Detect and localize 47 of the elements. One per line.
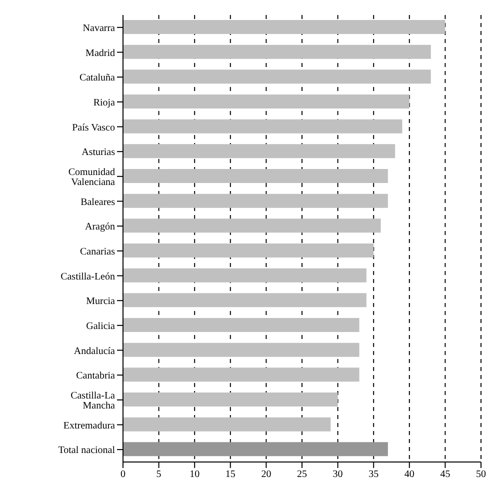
y-tick-label: País Vasco: [72, 122, 115, 134]
bar: [123, 417, 331, 432]
bar: [123, 318, 360, 332]
bar: [123, 244, 374, 258]
y-tick-label: Navarra: [82, 22, 116, 34]
bar: [123, 293, 366, 308]
bar: [123, 169, 388, 183]
x-tick-label: 35: [368, 469, 379, 480]
bar: [123, 94, 410, 108]
x-tick-label: 10: [190, 469, 200, 480]
y-tick-label: Extremadura: [63, 420, 116, 432]
bar: [123, 119, 402, 134]
x-tick-label: 40: [404, 469, 414, 480]
y-tick-label: Baleares: [80, 196, 116, 208]
bar: [123, 368, 360, 382]
bar: [123, 144, 396, 158]
bar: [123, 20, 446, 34]
bar: [123, 218, 381, 233]
y-tick-label: Canarias: [80, 246, 116, 258]
y-tick-label: Cantabria: [76, 370, 116, 382]
bar: [123, 342, 360, 357]
x-tick-label: 20: [261, 469, 272, 480]
bar: [123, 44, 431, 59]
y-tick-label: Cataluña: [79, 72, 116, 84]
y-tick-label: Galicia: [86, 320, 116, 332]
bar: [123, 268, 366, 282]
x-tick-label: 15: [225, 469, 236, 480]
y-tick-label: Asturias: [82, 147, 116, 158]
y-tick-label: Aragón: [85, 222, 115, 233]
y-tick-label: Andalucía: [74, 346, 116, 357]
y-tick-label: Rioja: [93, 97, 116, 108]
x-tick-label: 30: [332, 469, 343, 480]
y-tick-label: Total nacional: [58, 445, 116, 456]
y-tick-label: Comunidad Valenciana: [68, 166, 116, 188]
bar: [123, 70, 431, 84]
x-tick-label: 25: [297, 469, 307, 480]
bar: [123, 194, 388, 208]
y-tick-label: Madrid: [86, 48, 115, 59]
y-tick-label: Murcia: [86, 296, 116, 308]
bar: [123, 392, 338, 406]
x-tick-label: 5: [156, 469, 162, 480]
bar: [123, 442, 388, 456]
x-tick-label: 0: [120, 469, 126, 480]
y-tick-label: Castilla-La Mancha: [70, 390, 116, 412]
y-tick-label: Castilla-León: [60, 271, 115, 282]
x-tick-label: 50: [476, 469, 486, 480]
x-tick-label: 45: [440, 469, 450, 480]
